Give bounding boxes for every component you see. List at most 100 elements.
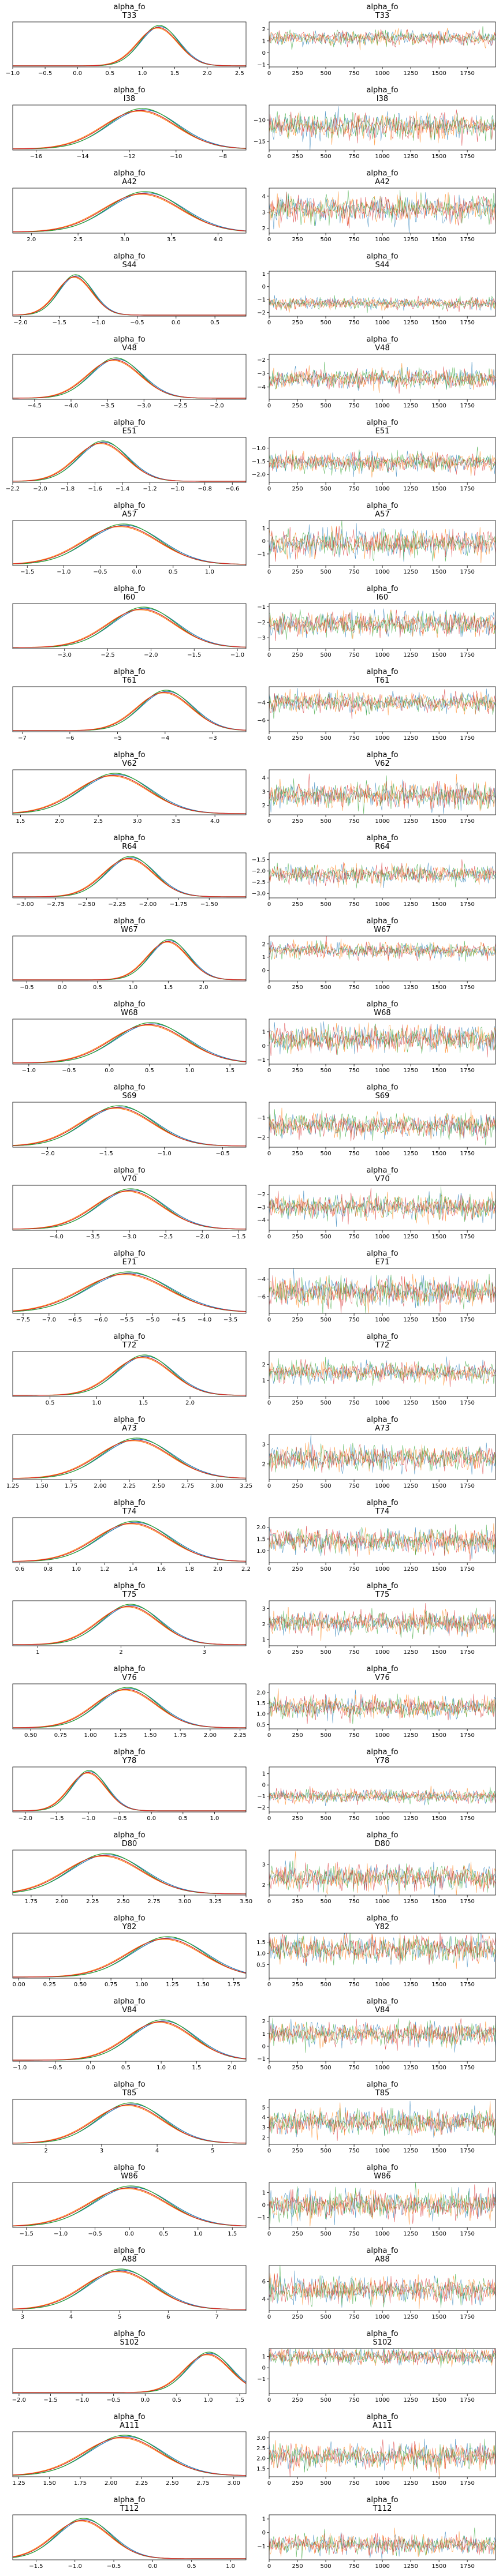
trace-x-tick-label: 1500 [431,2480,446,2487]
kde-x-tick-label: 2.25 [234,1732,247,1739]
trace-x-tick-label: 500 [321,1649,332,1656]
trace-x-tick-label: 500 [321,1400,332,1406]
trace-y-tick-label: 2 [262,2135,266,2141]
kde-panel-T33: −1.0 −0.5 0.0 0.5 1.0 1.5 2.0 2.5 [6,21,247,77]
trace-y-tick-label: −3 [257,371,266,377]
kde-axes-frame [12,188,247,234]
kde-axes-frame [12,2099,247,2145]
kde-x-tick-label: 0.5 [210,320,219,326]
kde-title-variable: alpha_fo [113,2413,145,2421]
trace-y-tick-label: 1 [262,954,266,961]
trace-title-label: T74 [375,1507,389,1516]
kde-curve-chain-0 [13,1605,247,1645]
trace-x-tick-label: 250 [292,1982,303,1988]
trace-x-tick-label: 1750 [460,2563,474,2570]
trace-line-chain-3 [269,1275,496,1313]
kde-x-tick-label: −1.5 [29,2563,43,2570]
trace-panel-E51: 0 250 500 750 1000 1250 1500 1750 −2.0 −1.5 −1.0 [252,437,496,492]
trace-y-tick-label: 2 [262,2019,266,2025]
trace-y-tick-label: 1 [262,2031,266,2038]
trace-x-tick-label: 1250 [403,2148,418,2154]
kde-axes-frame [12,520,247,566]
trace-y-tick-label: −4 [257,384,266,391]
kde-panel-A73: 1.25 1.50 1.75 2.00 2.25 2.50 2.75 3.00 3.25 [6,1434,252,1489]
trace-line-chain-3 [269,1444,496,1474]
trace-x-tick-label: 1000 [375,569,389,575]
trace-title-variable: alpha_fo [366,917,398,926]
trace-y-tick-label: −2 [257,1192,266,1198]
kde-x-tick-label: −2.0 [40,1151,54,1157]
kde-curve-chain-2 [13,856,246,897]
trace-x-tick-label: 0 [267,1400,271,1406]
kde-x-tick-label: −14 [77,153,89,160]
kde-curve-chain-2 [12,357,246,399]
trace-x-tick-label: 250 [292,2148,303,2154]
trace-y-tick-label: −2 [257,310,266,316]
trace-x-tick-label: 250 [292,1234,303,1240]
kde-x-tick-label: −1.0 [54,2231,68,2237]
kde-x-tick-label: 3.5 [167,237,176,243]
trace-x-tick-label: 1750 [460,1899,474,1905]
trace-title-variable: alpha_fo [366,2330,398,2338]
kde-x-tick-label: 1.00 [135,1982,148,1988]
trace-x-tick-label: 1250 [403,1068,418,1074]
kde-x-tick-label: 1.6 [157,1566,166,1572]
kde-curve-chain-2 [12,2268,247,2310]
trace-x-tick-label: 1000 [375,652,389,658]
kde-x-tick-label: 2.00 [55,1899,68,1905]
trace-panel-A73: 0 250 500 750 1000 1250 1500 1750 2 3 [262,1434,496,1489]
trace-title-label: T61 [375,676,389,685]
kde-curve-chain-0 [13,2020,247,2061]
trace-line-chain-1 [269,1523,496,1556]
trace-title-variable: alpha_fo [366,335,398,344]
trace-x-tick-label: 1250 [403,1649,418,1656]
kde-curve-chain-3 [12,1605,246,1645]
trace-axes-frame [269,935,496,982]
trace-line-chain-3 [269,295,496,312]
kde-x-tick-label: −0.5 [20,984,33,991]
kde-x-tick-label: −1.5 [50,1815,64,1822]
kde-panel-W67: −0.5 0.0 0.5 1.0 1.5 2.0 [12,935,247,991]
kde-panel-V62: 1.5 2.0 2.5 3.0 3.5 4.0 [12,769,247,825]
trace-line-chain-2 [269,1787,496,1805]
kde-curve-chain-0 [13,608,247,648]
trace-x-tick-label: 500 [321,984,332,991]
trace-x-tick-label: 1750 [460,2231,474,2237]
kde-x-tick-label: 0.5 [178,1815,188,1822]
trace-x-tick-label: 1500 [431,70,446,77]
kde-x-tick-label: 1.0 [157,2065,166,2071]
trace-y-tick-label: −1 [257,2376,266,2383]
kde-curve-chain-3 [12,110,247,149]
kde-x-tick-label: 2.25 [135,2480,148,2487]
kde-x-tick-label: 2.0 [185,1400,195,1406]
trace-x-tick-label: 750 [349,1566,360,1572]
trace-x-tick-label: 1250 [403,2563,418,2570]
kde-curve-chain-2 [13,1604,246,1645]
trace-line-chain-3 [269,450,496,476]
trace-x-tick-label: 250 [292,1649,303,1656]
trace-title-variable: alpha_fo [366,1831,398,1840]
trace-y-tick-label: 3 [262,1862,266,1868]
trace-line-chain-0 [269,1611,496,1637]
kde-curve-chain-1 [12,1607,247,1645]
trace-y-tick-label: −1.5 [252,857,266,863]
trace-panel-E71: 0 250 500 750 1000 1250 1500 1750 −6 −4 [257,1268,496,1323]
trace-x-tick-label: 0 [267,818,271,825]
trace-y-tick-label: 1 [262,2354,266,2360]
trace-x-tick-label: 250 [292,2231,303,2237]
kde-x-tick-label: 1.0 [72,1566,81,1572]
kde-curve-chain-3 [12,359,246,399]
trace-x-tick-label: 750 [349,1400,360,1406]
kde-x-tick-label: −1.50 [200,901,218,908]
trace-panel-V70: 0 250 500 750 1000 1250 1500 1750 −4 −3 −2 [257,1185,496,1240]
kde-x-tick-label: 1.0 [204,2397,213,2403]
trace-x-tick-label: 1500 [431,2148,446,2154]
trace-line-chain-0 [269,1860,496,1895]
kde-curve-chain-1 [12,2188,247,2226]
kde-x-tick-label: −3.5 [224,1317,237,1323]
trace-y-tick-label: 1.0 [256,1712,266,1718]
trace-x-tick-label: 1750 [460,1483,474,1489]
kde-x-tick-label: −1.0 [68,2563,82,2570]
trace-title-variable: alpha_fo [366,1083,398,1092]
